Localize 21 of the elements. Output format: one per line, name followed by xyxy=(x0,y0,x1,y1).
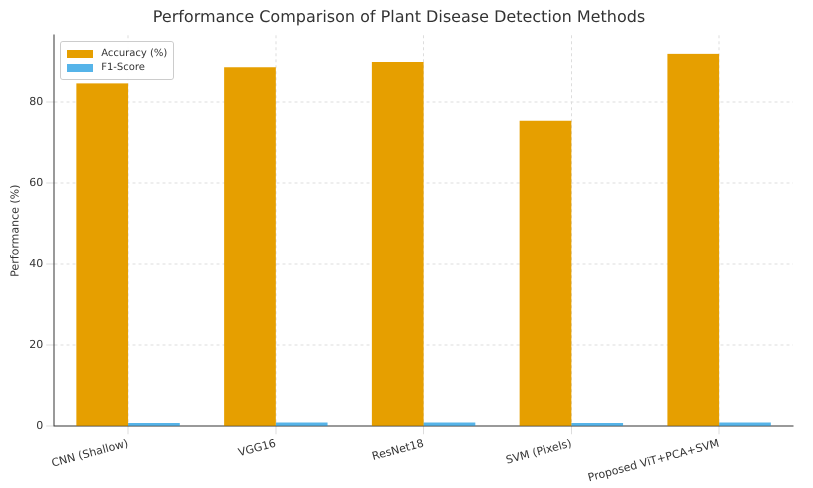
x-tick-label: SVM (Pixels) xyxy=(504,436,573,467)
chart-title: Performance Comparison of Plant Disease Detection Methods xyxy=(152,6,646,26)
x-tick-label: VGG16 xyxy=(236,436,278,460)
y-axis-title: Performance (%) xyxy=(8,184,22,277)
bar xyxy=(128,422,180,426)
y-tick-label: 80 xyxy=(29,94,44,108)
bar xyxy=(719,422,771,426)
bar xyxy=(571,422,624,426)
bar xyxy=(276,422,328,426)
y-tick-label: 40 xyxy=(29,256,44,270)
bar xyxy=(667,54,720,426)
legend-label: Accuracy (%) xyxy=(101,48,168,60)
y-tick-label: 20 xyxy=(29,338,44,352)
y-tick-label: 60 xyxy=(29,176,44,189)
bar xyxy=(424,422,476,426)
y-tick-label: 0 xyxy=(36,419,44,432)
bar xyxy=(224,67,276,426)
bar xyxy=(76,83,128,426)
bar xyxy=(520,120,572,426)
legend-label: F1-Score xyxy=(101,62,145,74)
bar xyxy=(372,62,424,426)
